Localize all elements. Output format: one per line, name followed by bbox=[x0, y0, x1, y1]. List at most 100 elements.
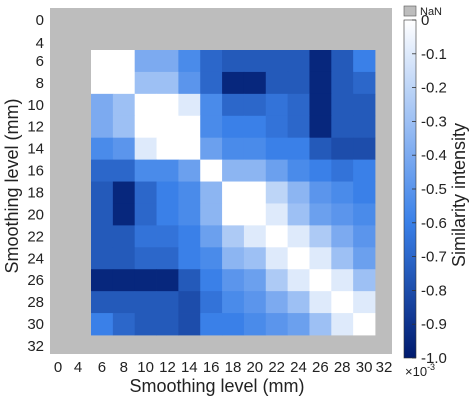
heatmap-cell-18-16 bbox=[200, 181, 223, 204]
heatmap-cell-16-20 bbox=[243, 159, 267, 182]
nan-legend-label: NaN bbox=[420, 6, 442, 18]
heatmap-cell-14-8 bbox=[112, 137, 136, 161]
colorbar-multiplier: ×10-3 bbox=[405, 362, 435, 379]
heatmap-cell-14-12 bbox=[156, 137, 179, 161]
heatmap-cell-8-12 bbox=[156, 71, 179, 95]
heatmap-cell-18-20 bbox=[243, 181, 267, 204]
heatmap-cell-26-10 bbox=[134, 269, 157, 292]
heatmap-cell-6-14 bbox=[178, 50, 201, 73]
heatmap-cell-10-24 bbox=[287, 93, 310, 117]
heatmap-cell-14-14 bbox=[178, 137, 201, 161]
heatmap-cell-6-18 bbox=[222, 50, 245, 73]
heatmap-cell-6-16 bbox=[200, 50, 223, 73]
heatmap-cell-20-28 bbox=[331, 203, 354, 226]
heatmap-cell-22-28 bbox=[331, 225, 354, 248]
x-tick-label: 18 bbox=[225, 359, 242, 376]
x-tick-label: 8 bbox=[120, 359, 128, 376]
heatmap-cell-20-20 bbox=[243, 203, 267, 226]
heatmap-cell-18-6 bbox=[91, 181, 114, 204]
heatmap-cell-10-16 bbox=[200, 93, 223, 117]
heatmap-cell-24-10 bbox=[134, 247, 157, 270]
heatmap-cell-10-12 bbox=[156, 93, 179, 117]
heatmap-cell-26-8 bbox=[112, 269, 136, 292]
heatmap-cell-24-18 bbox=[222, 247, 245, 270]
heatmap-cell-24-6 bbox=[91, 247, 114, 270]
heatmap-cell-12-26 bbox=[309, 115, 332, 139]
heatmap-cell-28-16 bbox=[200, 291, 223, 314]
heatmap-cell-26-22 bbox=[265, 269, 289, 292]
heatmap-cell-24-24 bbox=[287, 247, 310, 270]
heatmap-cell-14-22 bbox=[265, 137, 289, 161]
heatmap-cell-10-28 bbox=[331, 93, 354, 117]
heatmap-cell-20-22 bbox=[265, 203, 289, 226]
heatmap-cell-30-6 bbox=[91, 313, 114, 336]
x-tick-label: 24 bbox=[290, 359, 307, 376]
heatmap-cell-8-10 bbox=[134, 71, 157, 95]
heatmap-cell-16-12 bbox=[156, 159, 179, 182]
x-tick-label: 6 bbox=[98, 359, 106, 376]
heatmap-cell-28-24 bbox=[287, 291, 310, 314]
heatmap-cell-6-6 bbox=[91, 50, 114, 73]
heatmap-cell-12-6 bbox=[91, 115, 114, 139]
heatmap-cell-28-6 bbox=[91, 291, 114, 314]
heatmap-cell-14-18 bbox=[222, 137, 245, 161]
heatmap-cell-14-30 bbox=[353, 137, 376, 161]
heatmap-cell-22-12 bbox=[156, 225, 179, 248]
x-tick-label: 12 bbox=[159, 359, 176, 376]
colorbar-tick-label: -0.5 bbox=[421, 181, 447, 198]
heatmap-cell-20-26 bbox=[309, 203, 332, 226]
heatmap-cell-6-20 bbox=[243, 50, 267, 73]
heatmap-cell-22-20 bbox=[243, 225, 267, 248]
y-axis-title: Smoothing level (mm) bbox=[2, 98, 22, 273]
heatmap-cell-30-10 bbox=[134, 313, 157, 336]
heatmap-cell-8-28 bbox=[331, 71, 354, 95]
y-tick-label: 12 bbox=[27, 119, 44, 136]
x-tick-label: 16 bbox=[203, 359, 220, 376]
heatmap-cell-26-6 bbox=[91, 269, 114, 292]
heatmap-cell-30-26 bbox=[309, 313, 332, 336]
heatmap-cell-14-16 bbox=[200, 137, 223, 161]
heatmap-cell-10-14 bbox=[178, 93, 201, 117]
heatmap-cell-12-10 bbox=[134, 115, 157, 139]
heatmap-cell-16-8 bbox=[112, 159, 136, 182]
heatmap-cell-16-18 bbox=[222, 159, 245, 182]
heatmap-cell-22-6 bbox=[91, 225, 114, 248]
y-tick-label: 30 bbox=[27, 316, 44, 333]
y-tick-label: 14 bbox=[27, 141, 44, 158]
heatmap-cell-28-14 bbox=[178, 291, 201, 314]
heatmap-cell-16-16 bbox=[200, 159, 223, 182]
heatmap-cell-22-14 bbox=[178, 225, 201, 248]
heatmap-cell-26-12 bbox=[156, 269, 179, 292]
heatmap-cell-28-20 bbox=[243, 291, 267, 314]
heatmap-cell-20-18 bbox=[222, 203, 245, 226]
y-tick-label: 4 bbox=[36, 35, 44, 52]
colorbar-tick-label: -0.8 bbox=[421, 282, 447, 299]
y-tick-label: 20 bbox=[27, 206, 44, 223]
heatmap-cell-16-14 bbox=[178, 159, 201, 182]
heatmap-cell-16-6 bbox=[91, 159, 114, 182]
heatmap-cell-14-26 bbox=[309, 137, 332, 161]
x-tick-label: 32 bbox=[376, 359, 393, 376]
heatmap-cell-30-14 bbox=[178, 313, 201, 336]
heatmap-cell-28-10 bbox=[134, 291, 157, 314]
heatmap-cell-8-18 bbox=[222, 71, 245, 95]
colorbar-multiplier-base: ×10 bbox=[405, 364, 427, 379]
heatmap-cell-24-20 bbox=[243, 247, 267, 270]
heatmap-cell-18-12 bbox=[156, 181, 179, 204]
y-tick-label: 22 bbox=[27, 228, 44, 245]
heatmap-cell-30-22 bbox=[265, 313, 289, 336]
heatmap-cell-20-6 bbox=[91, 203, 114, 226]
heatmap-cell-10-26 bbox=[309, 93, 332, 117]
heatmap-cell-8-22 bbox=[265, 71, 289, 95]
y-tick-label: 0 bbox=[36, 12, 44, 29]
y-tick-label: 6 bbox=[36, 53, 44, 70]
heatmap-cell-24-16 bbox=[200, 247, 223, 270]
x-tick-label: 14 bbox=[181, 359, 198, 376]
heatmap-cell-18-18 bbox=[222, 181, 245, 204]
x-axis-ticks: 0 4 6 8 10 12 14 16 18 20 22 24 26 28 30 32 bbox=[54, 359, 393, 376]
heatmap-cell-8-20 bbox=[243, 71, 267, 95]
heatmap-cell-12-18 bbox=[222, 115, 245, 139]
heatmap-cell-10-8 bbox=[112, 93, 136, 117]
heatmap-cell-28-18 bbox=[222, 291, 245, 314]
